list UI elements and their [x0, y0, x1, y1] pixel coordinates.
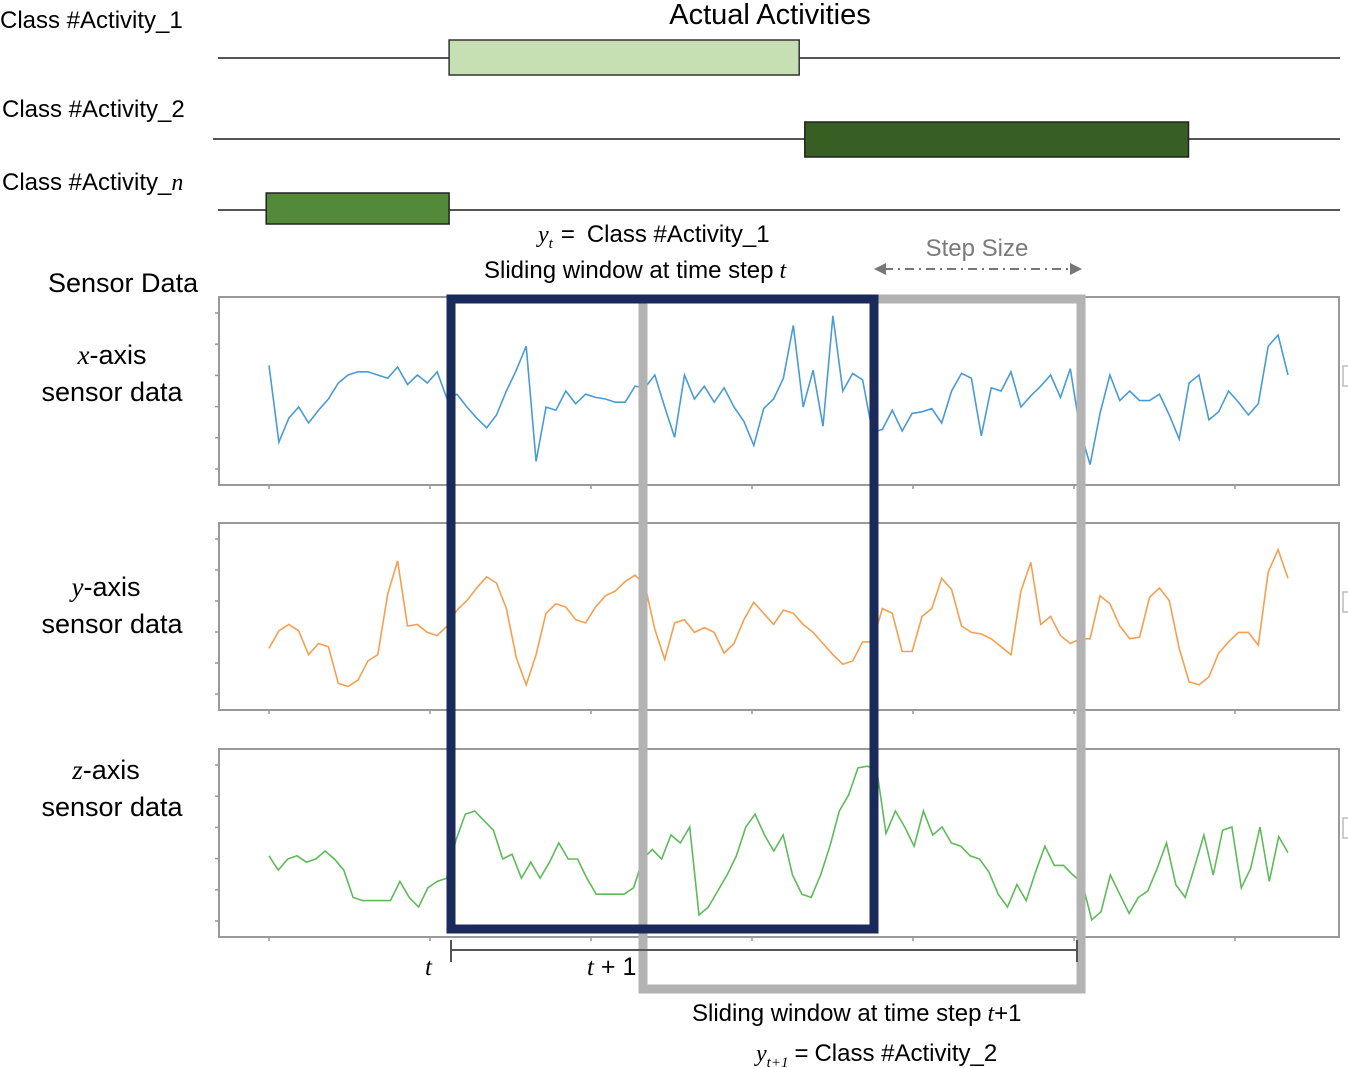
sliding-window-t	[446, 294, 879, 934]
window-t-plus-1-label: Sliding window at time step t+1	[692, 1000, 1022, 1027]
activity-2-label: Class #Activity_2	[2, 96, 185, 123]
step-size-arrow	[874, 263, 1082, 275]
activity-row-n: Class #Activity_n	[2, 169, 1340, 225]
activity-n-label: Class #Activity_n	[2, 169, 183, 196]
y-series-line	[268, 547, 1289, 688]
x-axis-sublabel: sensor data	[41, 377, 183, 407]
x-plot-scroll-stub	[1342, 365, 1348, 387]
plot-panel-y	[215, 522, 1348, 714]
activity-2-bar	[804, 121, 1190, 158]
time-tick-t-plus-1: t + 1	[587, 953, 636, 981]
y-plot-frame	[218, 522, 1340, 711]
x-axis-label: x-axis	[77, 340, 147, 370]
activity-row-2: Class #Activity_2	[2, 96, 1340, 158]
z-plot-scroll-stub	[1342, 817, 1348, 839]
y-axis-sublabel: sensor data	[41, 609, 183, 639]
z-axis-sublabel: sensor data	[41, 792, 183, 822]
time-axis	[450, 940, 1078, 962]
z-axis-label: z-axis	[71, 755, 140, 785]
y-plot-scroll-stub	[1342, 591, 1348, 613]
activity-timelines: Class #Activity_1 Class #Activity_2 Clas…	[0, 7, 1340, 225]
window-t-label: Sliding window at time step t	[484, 257, 787, 284]
y-plot-ticks	[215, 538, 1236, 714]
label-y-t-plus-1: yt+1 = Class #Activity_2	[754, 1040, 997, 1068]
time-tick-t: t	[425, 954, 433, 981]
z-plot-ticks	[215, 764, 1236, 941]
axis-label-y: y-axis sensor data	[41, 572, 183, 639]
activity-row-1: Class #Activity_1	[0, 7, 1340, 76]
x-series-line	[268, 315, 1289, 465]
activity-1-label: Class #Activity_1	[0, 7, 183, 34]
plot-panel-x	[215, 296, 1348, 489]
z-plot-frame	[218, 748, 1340, 938]
diagram-title: Actual Activities	[669, 0, 870, 31]
y-axis-label: y-axis	[69, 572, 141, 602]
axis-label-z: z-axis sensor data	[41, 755, 183, 822]
x-plot-ticks	[215, 312, 1236, 489]
activity-n-bar	[265, 192, 450, 225]
z-series-line	[268, 765, 1289, 922]
plot-panel-z	[215, 748, 1348, 941]
step-size-label: Step Size	[926, 235, 1029, 262]
x-plot-frame	[218, 296, 1340, 486]
sensor-data-title: Sensor Data	[48, 268, 199, 298]
activity-1-bar	[448, 39, 800, 76]
label-y-t: yt = Class #Activity_1	[536, 221, 770, 252]
axis-label-x: x-axis sensor data	[41, 340, 183, 407]
